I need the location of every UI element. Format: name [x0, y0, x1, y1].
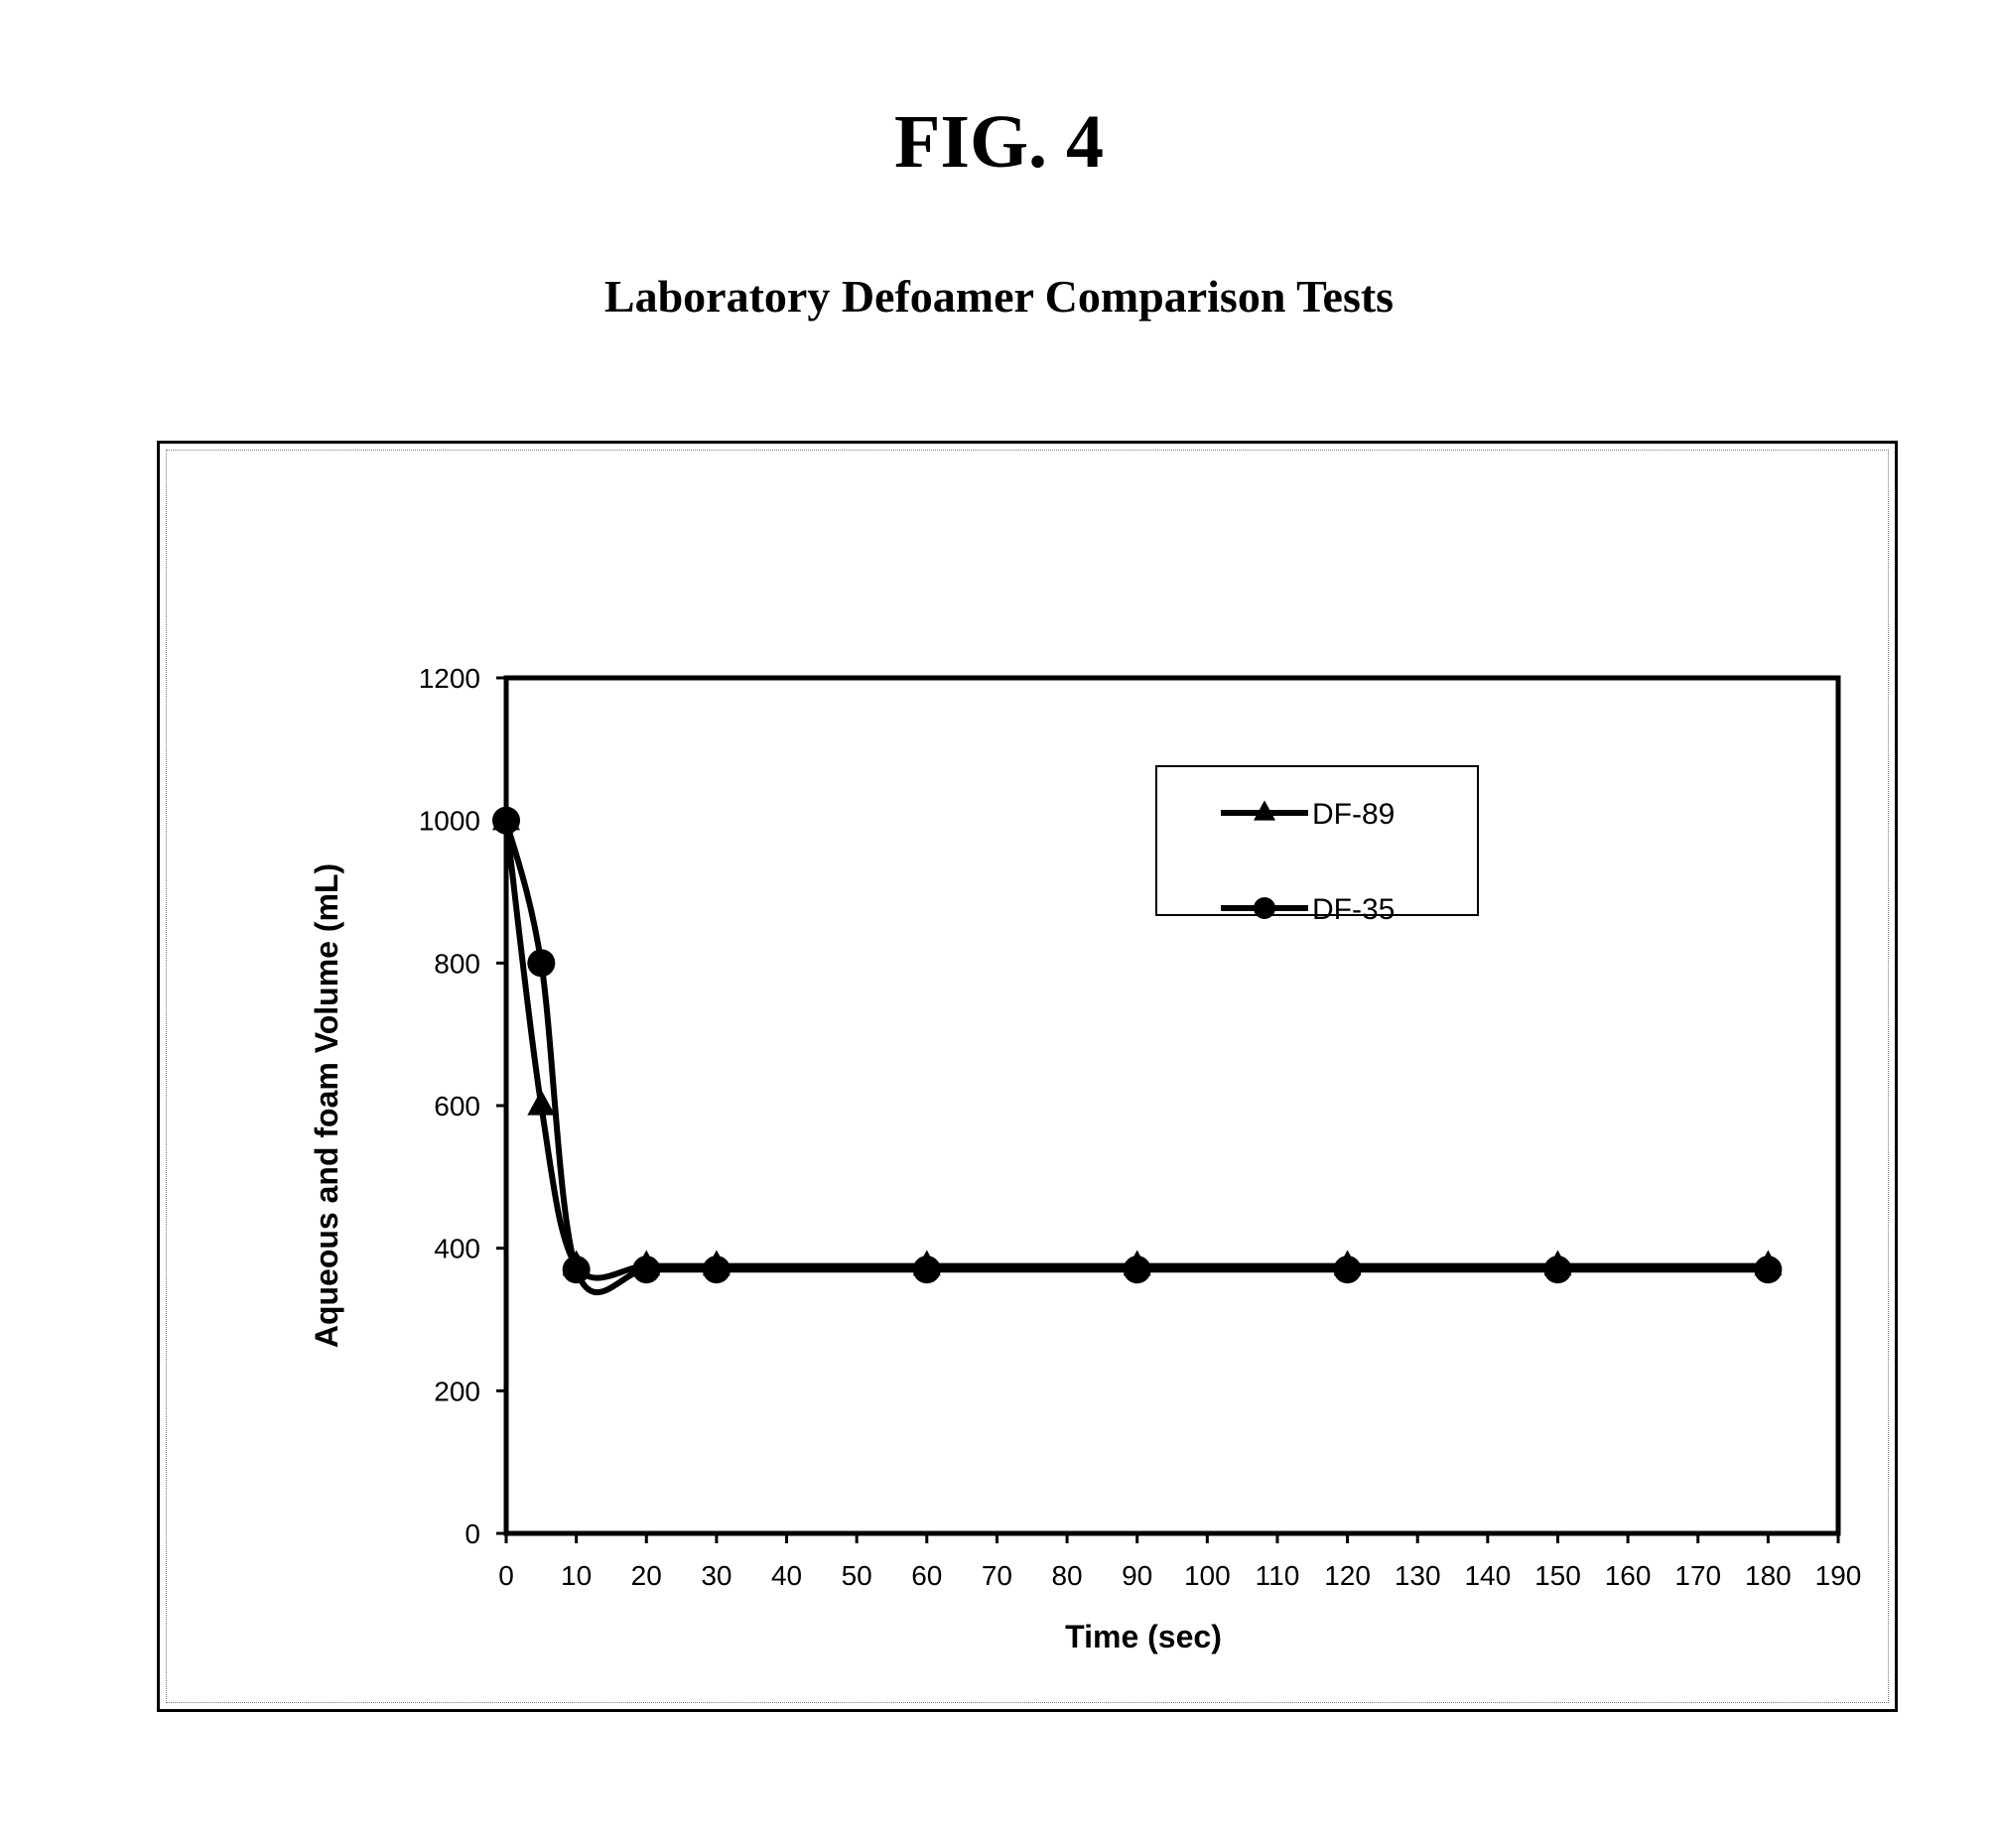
x-tick-label: 30: [701, 1560, 732, 1591]
x-tick-label: 190: [1815, 1560, 1862, 1591]
data-point-df-35: [1334, 1255, 1362, 1283]
data-point-df-35: [913, 1255, 941, 1283]
x-tick-label: 180: [1745, 1560, 1792, 1591]
y-tick-label: 200: [434, 1376, 480, 1406]
legend-marker-df-35: [1254, 897, 1275, 919]
x-tick-label: 20: [631, 1560, 662, 1591]
y-tick-label: 800: [434, 948, 480, 979]
y-tick-label: 1000: [419, 806, 480, 837]
x-tick-label: 90: [1122, 1560, 1152, 1591]
data-point-df-35: [563, 1255, 591, 1283]
x-axis-title: Time (sec): [1065, 1619, 1222, 1654]
data-point-df-35: [527, 949, 555, 977]
legend-label-df-35: DF-35: [1312, 893, 1395, 926]
y-tick-label: 0: [465, 1518, 480, 1549]
x-axis-ticks: 0 10 20 30 40 50 60 70 80 90 100 110 120 130 140 150 160…: [498, 1533, 1861, 1591]
data-point-df-89: [527, 1090, 555, 1116]
x-tick-label: 40: [771, 1560, 802, 1591]
data-point-df-35: [632, 1255, 660, 1283]
series-line-df-89: [506, 821, 1768, 1278]
x-tick-label: 10: [561, 1560, 592, 1591]
data-point-df-35: [1754, 1255, 1782, 1283]
legend: DF-89 DF-35: [1156, 766, 1478, 926]
data-point-df-35: [492, 807, 520, 835]
x-tick-label: 100: [1184, 1560, 1231, 1591]
y-tick-label: 1200: [419, 663, 480, 694]
x-tick-label: 170: [1674, 1560, 1721, 1591]
x-tick-label: 120: [1324, 1560, 1371, 1591]
x-tick-label: 0: [498, 1560, 514, 1591]
x-tick-label: 60: [911, 1560, 942, 1591]
y-tick-label: 400: [434, 1234, 480, 1264]
x-tick-label: 150: [1534, 1560, 1581, 1591]
x-tick-label: 70: [982, 1560, 1012, 1591]
x-tick-label: 130: [1395, 1560, 1441, 1591]
x-tick-label: 110: [1256, 1560, 1300, 1591]
series-layer: [492, 805, 1782, 1293]
y-tick-label: 600: [434, 1091, 480, 1122]
x-tick-label: 50: [842, 1560, 872, 1591]
series-line-df-35: [506, 821, 1768, 1292]
y-axis-title: Aqueous and foam Volume (mL): [309, 863, 344, 1348]
x-tick-label: 140: [1464, 1560, 1511, 1591]
data-point-df-35: [1124, 1255, 1151, 1283]
x-tick-label: 80: [1051, 1560, 1082, 1591]
data-point-df-35: [1543, 1255, 1571, 1283]
legend-label-df-89: DF-89: [1312, 798, 1395, 831]
x-tick-label: 160: [1605, 1560, 1652, 1591]
data-point-df-35: [703, 1255, 731, 1283]
y-axis-ticks: 0 200 400 600 800 1000 1200: [419, 663, 506, 1549]
